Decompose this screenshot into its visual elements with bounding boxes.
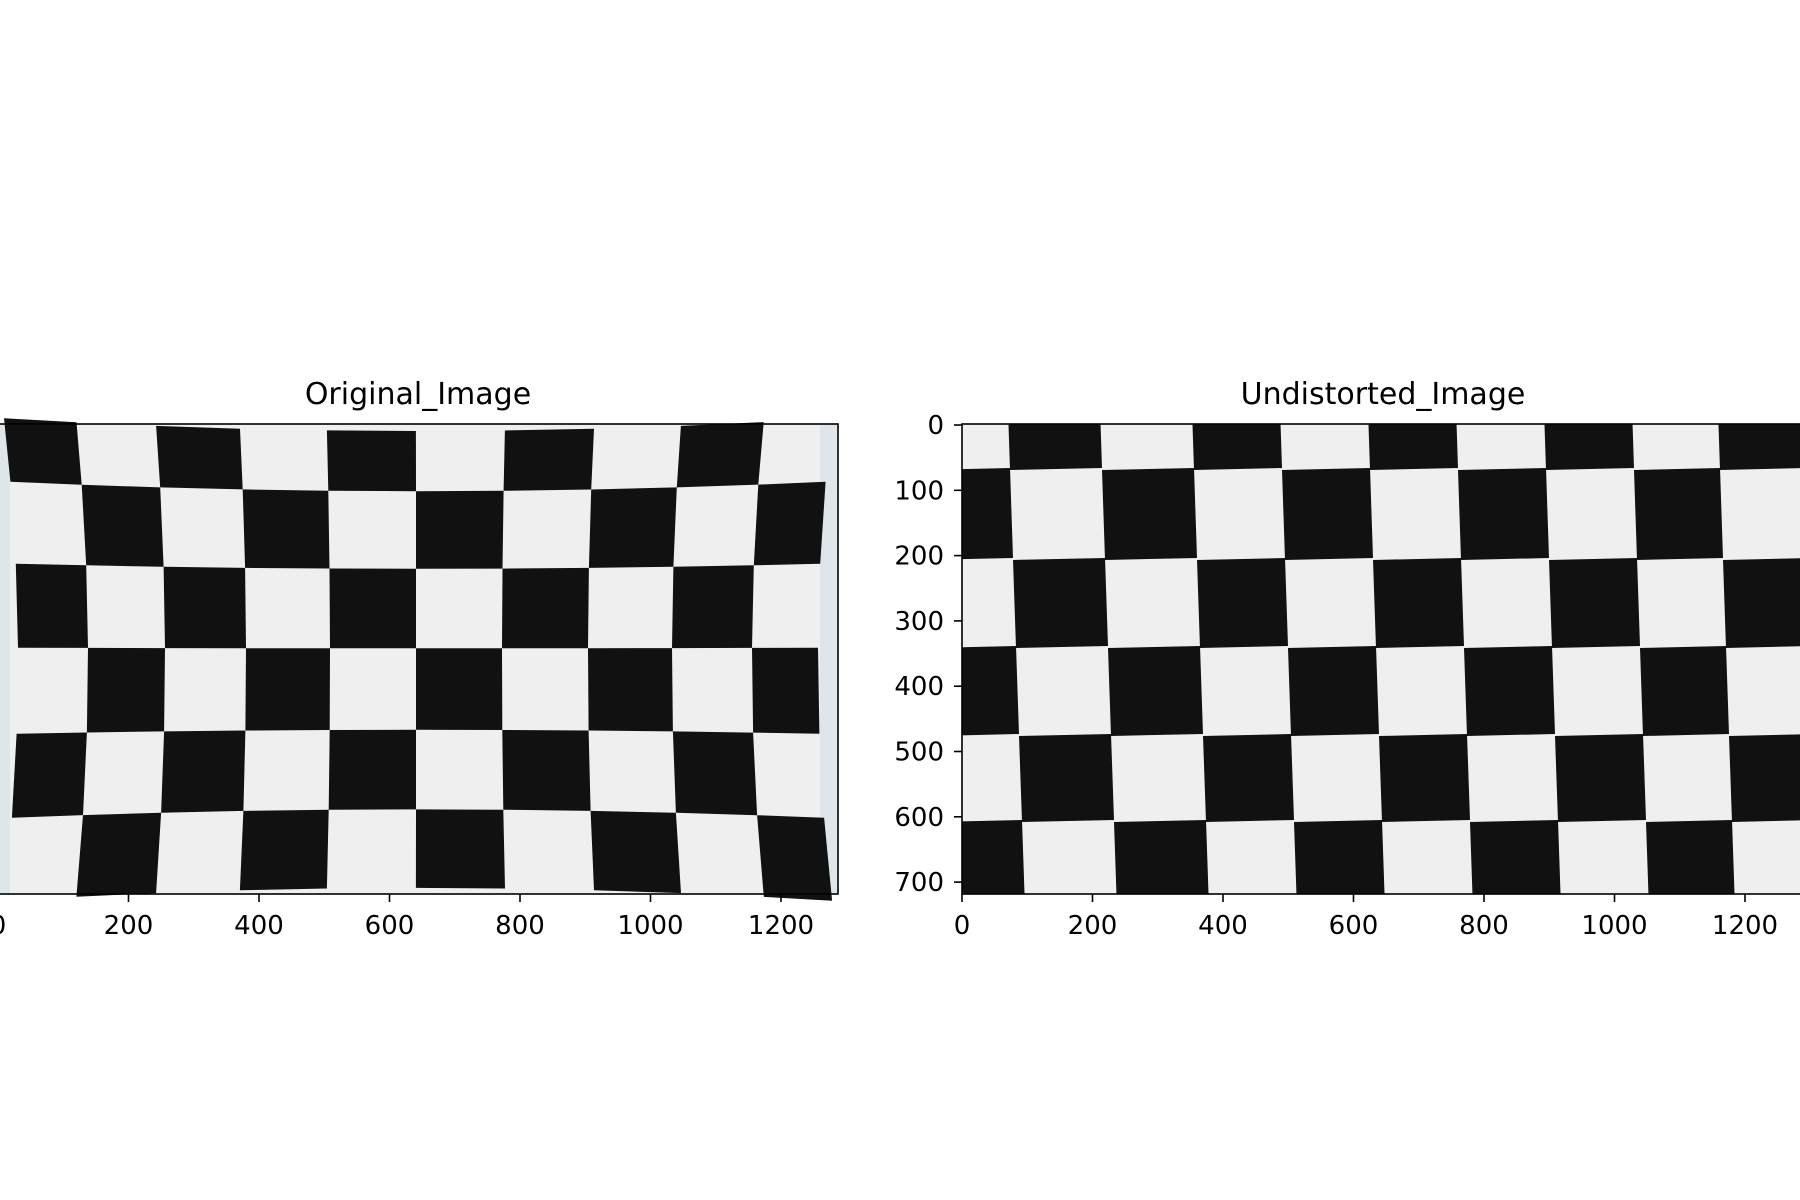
axes-frame-undistorted <box>961 423 1800 895</box>
y-tick-label: 500 <box>894 738 944 768</box>
checker-square-dark <box>672 565 754 649</box>
y-tick-label: 100 <box>894 476 944 506</box>
checker-square-dark <box>1464 646 1555 736</box>
y-tick-label: 200 <box>894 542 944 572</box>
checker-square-dark <box>163 566 246 649</box>
x-tick-label: 400 <box>1198 911 1248 941</box>
checker-square-dark <box>503 428 594 491</box>
checker-square-dark <box>415 809 505 889</box>
y-tick-label: 600 <box>894 803 944 833</box>
checker-square-dark <box>590 810 681 894</box>
checker-square-dark <box>672 731 758 816</box>
x-tick-label: 600 <box>1329 911 1379 941</box>
checker-square-dark <box>502 730 591 811</box>
checker-square-dark <box>1555 734 1646 822</box>
x-tick-label: 0 <box>0 911 6 941</box>
x-tick-label: 200 <box>104 911 154 941</box>
x-axis-ticks-original: 0 200 400 600 800 1000 1200 <box>0 894 814 941</box>
checker-square-dark <box>15 563 88 648</box>
checker-square-dark <box>1294 820 1385 894</box>
y-axis-ticks-undistorted: 0 100 200 300 400 500 600 700 <box>894 411 962 898</box>
checker-square-dark <box>1634 468 1723 560</box>
checker-square-dark <box>1646 820 1735 894</box>
checker-square-dark <box>1368 424 1458 470</box>
checker-square-dark <box>242 489 330 569</box>
checker-square-dark <box>1108 646 1203 736</box>
checker-square-dark <box>676 422 764 488</box>
checker-square-dark <box>1640 646 1729 736</box>
x-tick-label: 1000 <box>617 911 683 941</box>
checker-square-dark <box>416 490 504 569</box>
checker-square-dark <box>1470 820 1561 894</box>
checker-square-dark <box>1008 424 1102 470</box>
panel-title-original: Original_Image <box>305 377 531 412</box>
panel-title-undistorted: Undistorted_Image <box>1241 377 1526 412</box>
y-tick-label: 400 <box>894 672 944 702</box>
checker-square-dark <box>1718 424 1800 470</box>
image-edge <box>820 424 838 894</box>
x-tick-label: 1000 <box>1581 911 1647 941</box>
checker-square-dark <box>1114 820 1209 894</box>
image-edge <box>0 424 10 894</box>
x-tick-label: 0 <box>954 911 971 941</box>
checker-square-dark <box>239 809 329 891</box>
checker-square-dark <box>1729 734 1800 822</box>
checker-square-dark <box>752 647 820 734</box>
checker-square-dark <box>11 732 87 818</box>
checker-square-dark <box>1197 558 1288 648</box>
checker-square-dark <box>1458 468 1549 560</box>
checker-square-dark <box>1288 646 1379 736</box>
checker-square-dark <box>416 648 503 730</box>
checker-square-dark <box>156 425 243 490</box>
panel-undistorted: Undistorted_Image 0 200 400 600 800 1000 1200 … <box>894 377 1800 941</box>
checker-square-dark <box>962 646 1019 736</box>
x-tick-label: 800 <box>495 911 545 941</box>
x-tick-label: 1200 <box>1712 911 1778 941</box>
x-tick-label: 800 <box>1459 911 1509 941</box>
image-undistorted-checkerboard <box>962 424 1800 894</box>
checker-square-dark <box>757 815 833 901</box>
image-original-checkerboard <box>0 418 838 901</box>
checker-square-dark <box>1723 558 1800 648</box>
checker-square-dark <box>588 487 677 568</box>
checker-square-dark <box>1282 468 1373 560</box>
checker-square-dark <box>1192 424 1282 470</box>
checker-square-dark <box>1102 468 1197 560</box>
checker-square-dark <box>1203 734 1294 822</box>
checker-square-dark <box>962 820 1025 894</box>
checker-square-dark <box>1373 558 1464 648</box>
checker-square-dark <box>588 648 673 732</box>
x-tick-label: 1200 <box>748 911 814 941</box>
axes-frame-original <box>0 423 839 895</box>
checker-square-dark <box>502 567 589 649</box>
x-tick-label: 200 <box>1068 911 1118 941</box>
checker-square-dark <box>86 647 165 733</box>
panel-original: Original_Image 0 200 400 600 800 1000 1200 <box>0 377 839 941</box>
checker-square-dark <box>1013 558 1108 648</box>
checker-square-dark <box>328 729 416 810</box>
checker-square-dark <box>245 648 330 731</box>
y-tick-label: 700 <box>894 868 944 898</box>
checker-square-dark <box>81 484 164 567</box>
checker-square-dark <box>753 481 826 566</box>
checker-square-dark <box>329 568 416 649</box>
checker-grid <box>962 424 1800 894</box>
x-axis-ticks-undistorted: 0 200 400 600 800 1000 1200 <box>954 894 1778 941</box>
checker-square-dark <box>161 730 246 813</box>
checker-square-dark <box>4 418 82 485</box>
checker-square-dark <box>1019 734 1114 822</box>
x-tick-label: 400 <box>234 911 284 941</box>
checker-square-dark <box>1544 424 1634 470</box>
checker-square-dark <box>76 812 162 897</box>
y-tick-label: 0 <box>927 411 944 441</box>
checker-square-dark <box>962 468 1013 560</box>
checker-square-dark <box>1379 734 1470 822</box>
checker-square-dark <box>1549 558 1640 648</box>
x-tick-label: 600 <box>365 911 415 941</box>
checker-square-dark <box>326 430 416 492</box>
y-tick-label: 300 <box>894 607 944 637</box>
